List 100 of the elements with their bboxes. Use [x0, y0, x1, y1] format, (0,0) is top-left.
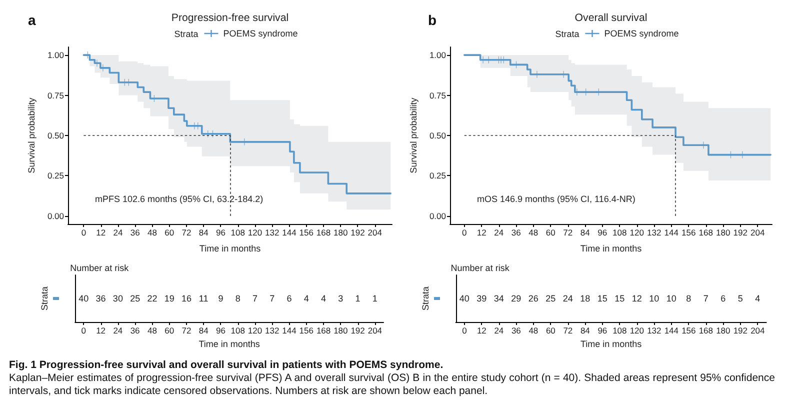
x-tick-label: 24: [494, 326, 504, 336]
data-label: 40: [459, 294, 470, 304]
y-axis-title: Survival probability: [26, 97, 36, 174]
x-tick-label: 0: [81, 228, 86, 238]
y-tick-label: 0.75: [429, 90, 446, 100]
x-tick-label: 48: [528, 326, 538, 336]
data-label: 1: [372, 294, 378, 304]
x-tick-label: 168: [316, 228, 331, 238]
data-label: 26: [528, 294, 538, 304]
x-tick-label: 156: [682, 228, 696, 238]
data-label: 4: [321, 294, 326, 304]
text: b: [428, 12, 437, 28]
x-tick-label: 48: [528, 228, 538, 238]
x-tick-label: 132: [265, 326, 280, 336]
x-tick-label: 156: [299, 228, 314, 238]
data-label: 39: [476, 294, 487, 304]
data-label: 7: [270, 294, 275, 304]
caption: Fig. 1 Progression-free survival and overall survival in patients with POEMS syndrome.: [9, 359, 444, 372]
x-tick-label: 180: [716, 228, 730, 238]
data-label: 18: [580, 294, 590, 304]
chart-title: Number at risk: [70, 263, 130, 273]
data-label: 1: [355, 294, 360, 304]
x-tick-label: 0: [81, 326, 86, 336]
annotation: mPFS 102.6 months (95% CI, 63.2-184.2): [95, 194, 264, 204]
data-label: 4: [755, 294, 760, 304]
x-tick-label: 84: [198, 228, 209, 238]
chart-title: Number at risk: [450, 263, 510, 273]
x-tick-label: 120: [248, 228, 262, 238]
text: Kaplan–Meier estimates of progression-free survival (PFS) A and overall survival (OS) B in the entire study cohort (n = 40). Shaded areas represent 95% confidence intervals, and tick marks indicate censored observations. Numbers at risk are shown below each panel.: [9, 372, 775, 398]
y-tick-label: 1.00: [429, 50, 446, 60]
x-tick-label: 180: [334, 326, 348, 336]
x-tick-label: 12: [96, 326, 106, 336]
legend-label: POEMS syndrome: [604, 28, 679, 38]
data-label: 12: [632, 294, 642, 304]
x-tick-label: 84: [580, 228, 590, 238]
data-label: 7: [703, 294, 708, 304]
data-label: 19: [164, 294, 174, 304]
data-label: 30: [112, 294, 123, 304]
x-tick-label: 84: [198, 326, 209, 336]
x-axis-title: Time in months: [198, 339, 260, 349]
data-label: 6: [720, 294, 726, 304]
x-tick-label: 96: [216, 326, 226, 336]
y-tick-label: 0.00: [47, 210, 64, 221]
x-tick-label: 96: [216, 228, 226, 238]
y-axis-title: Strata: [40, 286, 50, 311]
data-label: 8: [686, 294, 692, 304]
x-axis-title: Time in months: [199, 244, 262, 254]
data-label: 3: [338, 294, 344, 304]
x-tick-label: 156: [299, 326, 314, 336]
x-axis-title: Time in months: [580, 244, 642, 254]
x-tick-label: 132: [647, 228, 662, 238]
x-tick-label: 36: [130, 228, 140, 238]
y-tick-label: 1.00: [47, 50, 64, 60]
x-tick-label: 180: [334, 228, 348, 238]
x-tick-label: 36: [511, 228, 522, 238]
x-tick-label: 60: [546, 326, 556, 336]
data-label: 15: [614, 294, 625, 304]
x-tick-label: 24: [113, 228, 123, 238]
x-tick-label: 180: [716, 326, 731, 336]
x-tick-label: 192: [350, 228, 366, 238]
data-label: 36: [96, 294, 106, 304]
x-tick-label: 204: [368, 326, 382, 336]
x-tick-label: 192: [733, 228, 748, 238]
x-tick-label: 24: [494, 228, 504, 238]
x-tick-label: 24: [113, 326, 123, 336]
x-tick-label: 156: [682, 326, 696, 336]
data-label: 24: [562, 294, 573, 304]
legend-label: POEMS syndrome: [223, 28, 298, 38]
x-tick-label: 108: [230, 326, 246, 336]
x-tick-label: 120: [248, 326, 262, 336]
x-tick-label: 12: [476, 326, 487, 336]
x-tick-label: 48: [147, 326, 158, 336]
x-tick-label: 72: [182, 228, 192, 238]
x-tick-label: 96: [598, 228, 608, 238]
y-tick-label: 0.25: [429, 170, 446, 181]
x-tick-label: 144: [664, 326, 679, 336]
x-tick-label: 108: [230, 228, 246, 238]
x-tick-label: 12: [476, 228, 487, 238]
y-tick-label: 0.50: [47, 130, 64, 140]
x-tick-label: 96: [598, 326, 608, 336]
chart-title: Progression-free survival: [171, 12, 289, 24]
x-tick-label: 120: [630, 326, 644, 336]
x-tick-label: 144: [282, 326, 297, 336]
data-label: 34: [494, 294, 504, 304]
x-tick-label: 168: [698, 228, 714, 238]
x-tick-label: 144: [282, 228, 297, 238]
annotation: mOS 146.9 months (95% CI, 116.4-NR): [477, 194, 636, 204]
data-label: 9: [218, 294, 224, 304]
x-tick-label: 0: [462, 326, 468, 336]
x-tick-label: 192: [733, 326, 748, 336]
x-tick-label: 192: [350, 326, 366, 336]
x-tick-label: 168: [316, 326, 331, 336]
data-label: 10: [649, 294, 660, 304]
x-tick-label: 144: [664, 228, 679, 238]
data-label: 22: [147, 294, 158, 304]
data-label: 29: [511, 294, 522, 304]
data-label: 7: [252, 294, 258, 304]
y-tick-label: 0.25: [47, 170, 64, 181]
x-tick-label: 120: [630, 228, 644, 238]
data-label: 5: [738, 294, 743, 304]
